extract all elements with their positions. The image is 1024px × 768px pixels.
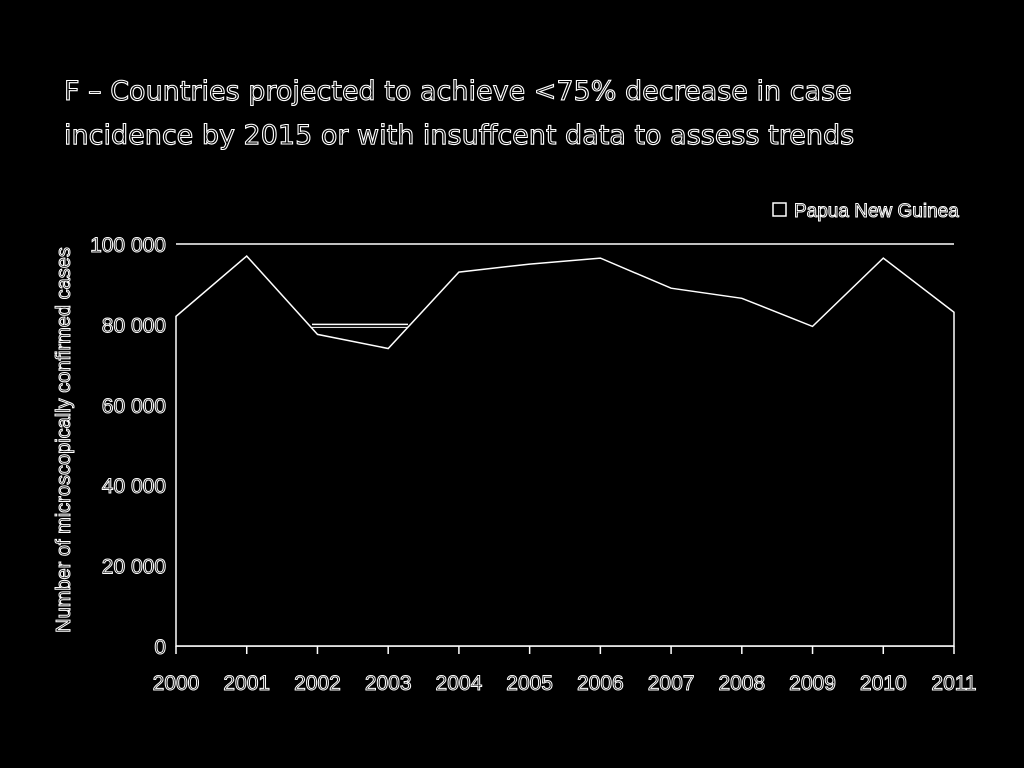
chart-title: F – Countries projected to achieve <75% … xyxy=(63,75,855,151)
labels-layer: Number of microscopically confirmed case… xyxy=(53,234,978,696)
x-tick-label: 2004 xyxy=(436,672,483,695)
x-tick-label: 2008 xyxy=(718,672,765,695)
legend: Papua New Guinea xyxy=(772,201,960,223)
y-tick-label: 0 xyxy=(154,636,166,659)
x-tick-label: 2007 xyxy=(648,672,695,695)
y-tick-label: 40 000 xyxy=(102,475,166,498)
x-tick-label: 2005 xyxy=(506,672,553,695)
y-tick-label: 100 000 xyxy=(90,234,166,257)
x-tick-label: 2002 xyxy=(294,672,341,695)
series-area xyxy=(175,255,955,647)
x-tick-label: 2006 xyxy=(577,672,624,695)
legend-swatch xyxy=(772,202,787,217)
legend-label: Papua New Guinea xyxy=(794,201,959,222)
x-tick-label: 2003 xyxy=(365,672,412,695)
y-tick-label: 80 000 xyxy=(102,314,166,337)
x-tick-label: 2000 xyxy=(153,672,200,695)
y-axis-title: Number of microscopically confirmed case… xyxy=(53,247,75,633)
y-tick-label: 20 000 xyxy=(102,556,166,579)
y-tick-label: 60 000 xyxy=(102,395,166,418)
x-tick-label: 2010 xyxy=(860,672,907,695)
x-tick-label: 2009 xyxy=(789,672,836,695)
series-layer xyxy=(175,255,955,647)
x-tick-label: 2001 xyxy=(223,672,270,695)
x-tick-label: 2011 xyxy=(931,672,976,695)
